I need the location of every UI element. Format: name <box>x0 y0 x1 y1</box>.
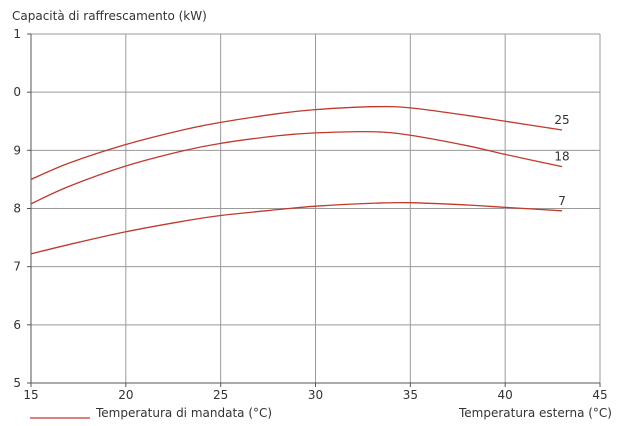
y-axis-label: Capacità di raffrescamento (kW) <box>12 9 207 23</box>
y-tick-label-3: 8 <box>13 202 21 216</box>
series-label-7: 7 <box>558 194 566 208</box>
x-tick-label-5: 40 <box>498 388 513 402</box>
y-tick-label-5: 0 <box>13 85 21 99</box>
x-tick-label-0: 15 <box>23 388 38 402</box>
y-tick-label-2: 7 <box>13 260 21 274</box>
series-label-18: 18 <box>554 150 569 164</box>
y-tick-label-0: 5 <box>13 376 21 390</box>
y-tick-label-4: 9 <box>13 143 21 157</box>
legend-label: Temperatura di mandata (°C) <box>95 406 272 420</box>
x-tick-label-1: 20 <box>118 388 133 402</box>
y-tick-label-1: 6 <box>13 318 21 332</box>
x-tick-label-4: 35 <box>403 388 418 402</box>
x-tick-label-2: 25 <box>213 388 228 402</box>
series-label-25: 25 <box>554 113 569 127</box>
x-axis-label: Temperatura esterna (°C) <box>458 406 612 420</box>
y-tick-label-6: 1 <box>13 27 21 41</box>
x-tick-label-6: 45 <box>592 388 607 402</box>
x-tick-label-3: 30 <box>308 388 323 402</box>
